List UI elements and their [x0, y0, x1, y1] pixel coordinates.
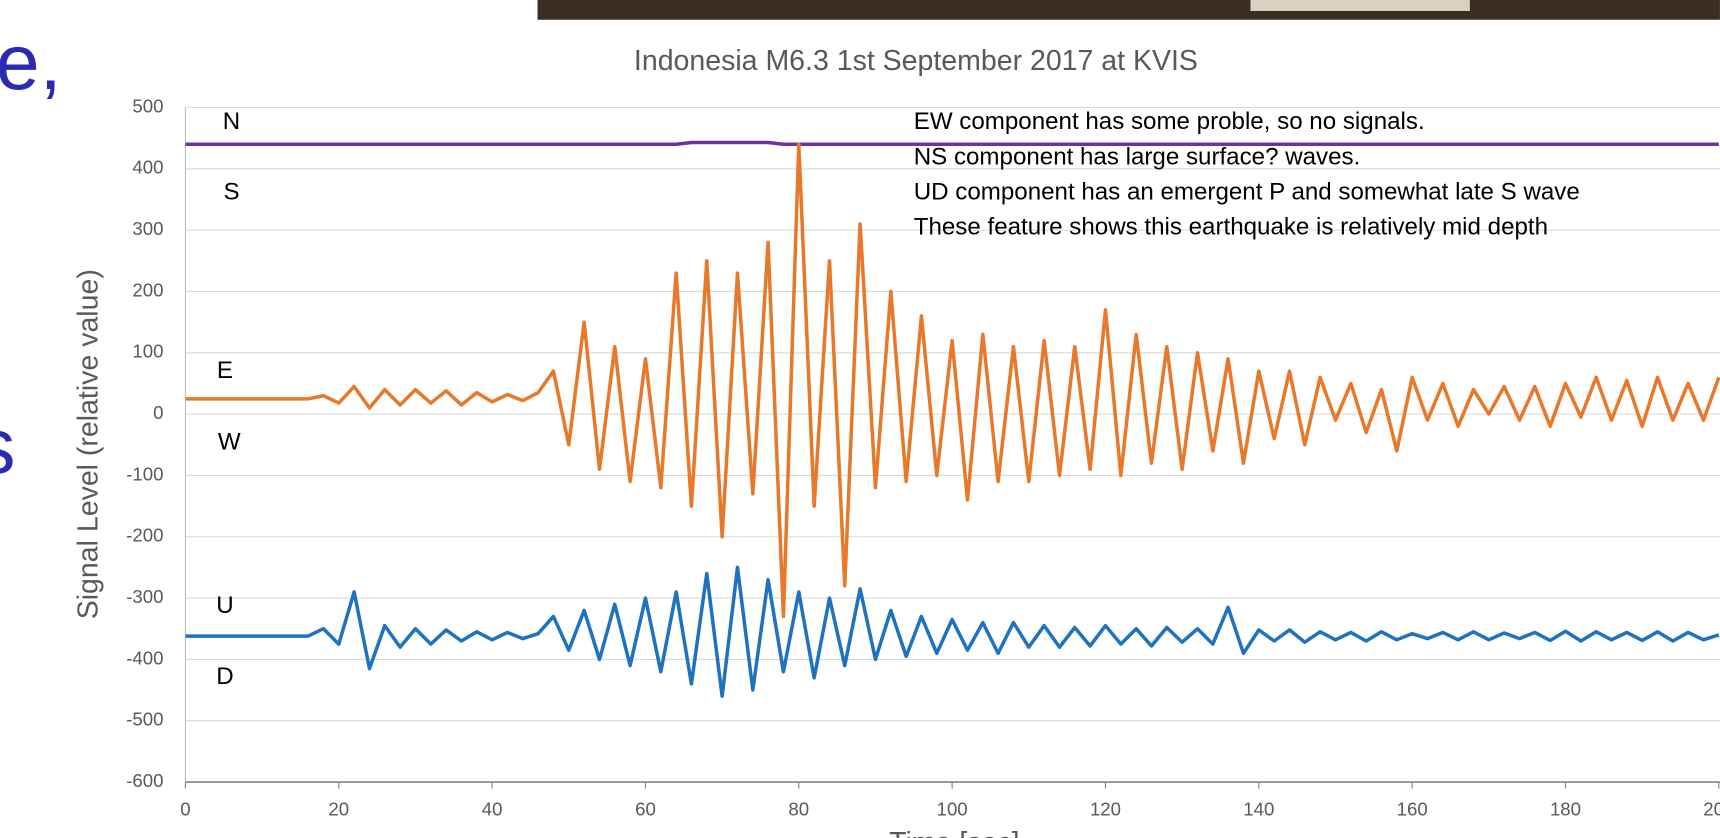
x-tick-label: 100: [937, 799, 968, 820]
x-tick-label: 180: [1550, 799, 1581, 820]
x-tick-label: 80: [788, 799, 809, 820]
annotation: N: [223, 108, 240, 135]
annotation: These feature shows this earthquake is r…: [914, 214, 1548, 241]
y-tick-label: -500: [126, 709, 163, 730]
annotation: S: [223, 178, 239, 205]
x-tick-label: 160: [1397, 799, 1428, 820]
annotation: UD component has an emergent P and somew…: [914, 178, 1580, 205]
y-tick-label: -400: [126, 647, 163, 668]
photo-strip: [538, 0, 1720, 20]
x-tick-label: 40: [482, 799, 503, 820]
y-tick-label: 0: [153, 402, 163, 423]
annotation: D: [216, 663, 233, 690]
annotation: NS component has large surface? waves.: [914, 143, 1361, 170]
series-line: [185, 567, 1718, 696]
y-tick-label: -100: [126, 463, 163, 484]
x-tick-label: 60: [635, 799, 656, 820]
x-tick-label: 0: [180, 799, 190, 820]
page: {"slide_text_fragments": ["e,", "s"], "c…: [0, 0, 1720, 838]
x-axis-label: Time [sec]: [889, 827, 1019, 838]
slide-text: e,: [0, 18, 62, 106]
y-tick-label: -300: [126, 586, 163, 607]
slide-text: s: [0, 402, 15, 490]
annotation: E: [217, 357, 233, 384]
chart-title: Indonesia M6.3 1st September 2017 at KVI…: [634, 45, 1198, 77]
x-tick-label: 200: [1703, 799, 1720, 820]
y-tick-label: 500: [132, 95, 163, 116]
y-tick-label: 200: [132, 279, 163, 300]
y-tick-label: 100: [132, 341, 163, 362]
chart: e, s Indonesia M6.3 1st September 2017 a…: [0, 0, 1720, 838]
y-tick-label: 300: [132, 218, 163, 239]
x-tick-label: 120: [1090, 799, 1121, 820]
annotation: U: [216, 592, 233, 619]
y-tick-label: -600: [126, 770, 163, 791]
y-tick-label: 400: [132, 157, 163, 178]
annotation: EW component has some proble, so no sign…: [914, 108, 1425, 135]
x-tick-label: 20: [328, 799, 349, 820]
y-axis-label: Signal Level (relative value): [73, 269, 105, 619]
annotation: W: [218, 429, 241, 456]
x-tick-label: 140: [1243, 799, 1274, 820]
photo-highlight: [1250, 0, 1469, 11]
y-tick-label: -200: [126, 525, 163, 546]
